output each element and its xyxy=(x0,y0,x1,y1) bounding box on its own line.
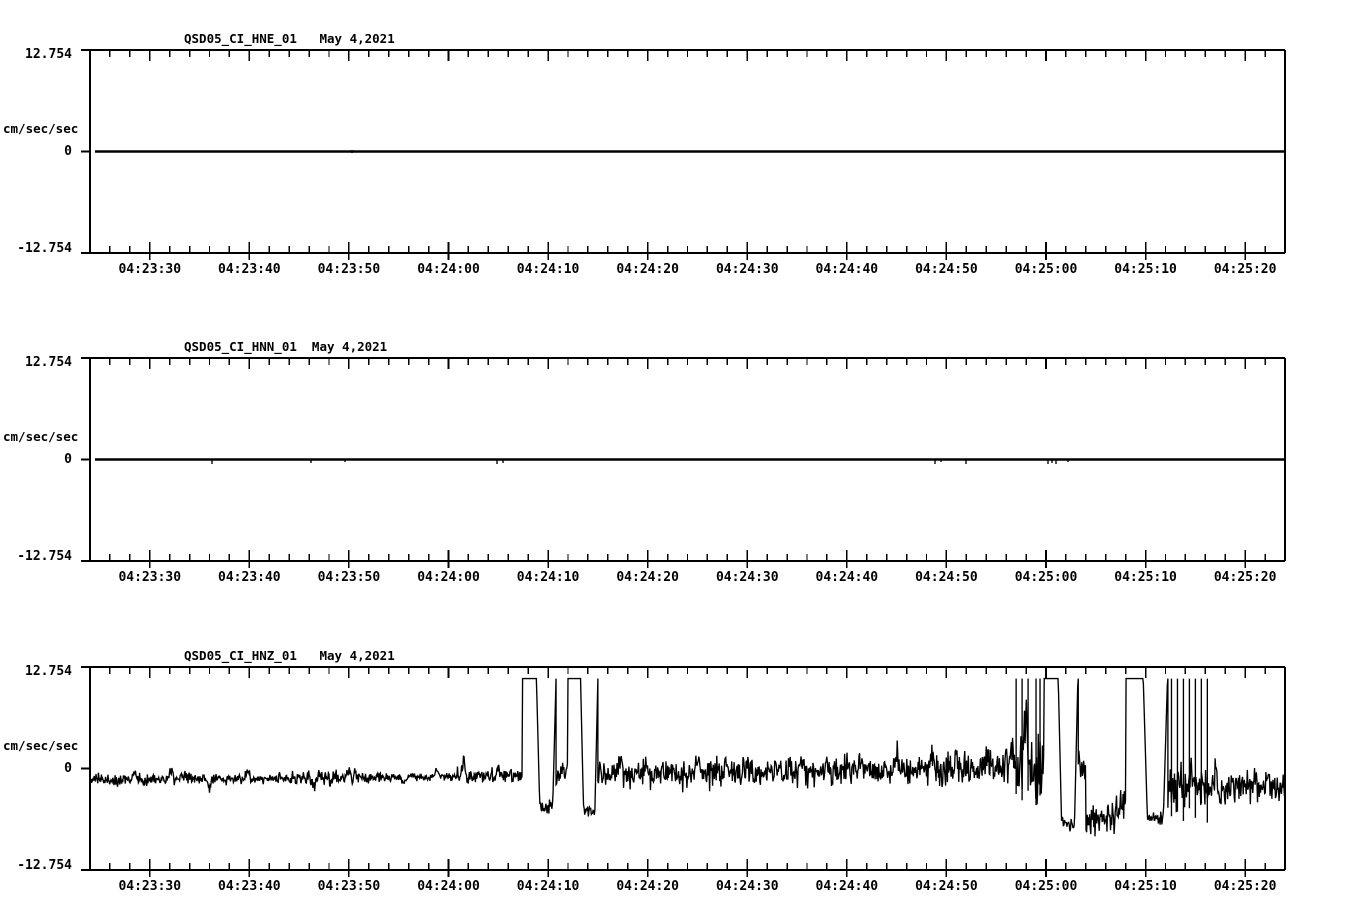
xtick-label: 04:23:40 xyxy=(218,262,281,277)
xtick-label: 04:25:10 xyxy=(1114,570,1177,585)
xtick-label: 04:23:50 xyxy=(317,879,381,894)
xtick-label: 04:24:20 xyxy=(616,262,679,277)
xtick-label: 04:24:10 xyxy=(516,879,580,894)
xtick-label: 04:25:10 xyxy=(1114,262,1177,277)
xtick-label: 04:24:10 xyxy=(516,262,580,277)
xtick-label: 04:25:20 xyxy=(1213,879,1277,894)
xtick-label: 04:24:40 xyxy=(815,262,879,277)
xtick-label: 04:23:40 xyxy=(218,570,281,585)
panel-hne-xtick-labels: 04:23:30 04:23:40 04:23:50 04:24:00 04:24:10… xyxy=(0,262,1358,282)
xtick-label: 04:23:30 xyxy=(118,879,182,894)
xtick-label: 04:24:40 xyxy=(815,879,879,894)
xtick-label: 04:24:10 xyxy=(516,570,580,585)
panel-hnn-xticks xyxy=(89,358,1286,568)
xtick-label: 04:25:00 xyxy=(1014,262,1078,277)
panel-hne-ytick-min: -12.754 xyxy=(17,241,72,256)
panel-hnz-ytick-zero: 0 xyxy=(64,761,72,776)
panel-hne-yaxis-units: cm/sec/sec xyxy=(3,121,79,136)
xtick-label: 04:23:50 xyxy=(317,262,381,277)
panel-hnn-ytick-min: -12.754 xyxy=(17,549,72,564)
panel-hnn-ytick-zero: 0 xyxy=(64,452,72,467)
xtick-label: 04:24:00 xyxy=(417,262,480,277)
panel-hne-ytick-zero: 0 xyxy=(64,144,72,159)
xtick-label: 04:23:30 xyxy=(118,570,182,585)
xtick-label: 04:24:50 xyxy=(915,570,978,585)
xtick-label: 04:24:00 xyxy=(417,570,480,585)
panel-hnn-yaxis-units: cm/sec/sec xyxy=(3,429,79,444)
panel-hnz-title: QSD05_CI_HNZ_01 May 4,2021 xyxy=(184,648,395,663)
panel-hne-plot xyxy=(81,49,1286,260)
panel-hnz-xticks xyxy=(89,667,1286,877)
xtick-label: 04:24:40 xyxy=(815,570,879,585)
xtick-label: 04:25:20 xyxy=(1213,262,1277,277)
xtick-label: 04:24:50 xyxy=(915,262,978,277)
xtick-label: 04:23:40 xyxy=(218,879,281,894)
panel-hnn-plot xyxy=(81,357,1286,568)
xtick-label: 04:25:20 xyxy=(1213,570,1277,585)
panel-hne: QSD05_CI_HNE_01 May 4,2021 12.754 cm/sec… xyxy=(0,0,1358,300)
panel-hnz-ytick-min: -12.754 xyxy=(17,858,72,873)
panel-hnz-trace xyxy=(89,677,1286,837)
panel-hne-xticks xyxy=(89,50,1286,260)
xtick-label: 04:23:30 xyxy=(118,262,182,277)
xtick-label: 04:25:00 xyxy=(1014,879,1078,894)
panel-hne-trace xyxy=(95,150,1285,153)
panel-hnn-xtick-labels: 04:23:30 04:23:40 04:23:50 04:24:00 04:24:10… xyxy=(0,570,1358,590)
panel-hne-title: QSD05_CI_HNE_01 May 4,2021 xyxy=(184,31,395,46)
xtick-label: 04:24:30 xyxy=(715,879,779,894)
panel-hnz-plot xyxy=(81,666,1286,877)
xtick-label: 04:23:50 xyxy=(317,570,381,585)
panel-hnn-trace xyxy=(95,458,1285,464)
xtick-label: 04:24:20 xyxy=(616,570,679,585)
panel-hnz: QSD05_CI_HNZ_01 May 4,2021 12.754 cm/sec… xyxy=(0,617,1358,924)
panel-hnz-yaxis-units: cm/sec/sec xyxy=(3,738,79,753)
xtick-label: 04:24:30 xyxy=(715,570,779,585)
panel-hnn-title: QSD05_CI_HNN_01 May 4,2021 xyxy=(184,339,388,354)
xtick-label: 04:24:20 xyxy=(616,879,679,894)
waveform-path xyxy=(89,677,1286,837)
xtick-label: 04:25:00 xyxy=(1014,570,1078,585)
panel-hne-ytick-max: 12.754 xyxy=(25,47,72,62)
xtick-label: 04:25:10 xyxy=(1114,879,1177,894)
panel-hnn-ytick-max: 12.754 xyxy=(25,355,72,370)
xtick-label: 04:24:50 xyxy=(915,879,978,894)
panel-hnz-xtick-labels: 04:23:30 04:23:40 04:23:50 04:24:00 04:24:10… xyxy=(0,879,1358,899)
xtick-label: 04:24:30 xyxy=(715,262,779,277)
xtick-label: 04:24:00 xyxy=(417,879,480,894)
panel-hnn: QSD05_CI_HNN_01 May 4,2021 12.754 cm/sec… xyxy=(0,308,1358,608)
panel-hnz-ytick-max: 12.754 xyxy=(25,664,72,679)
